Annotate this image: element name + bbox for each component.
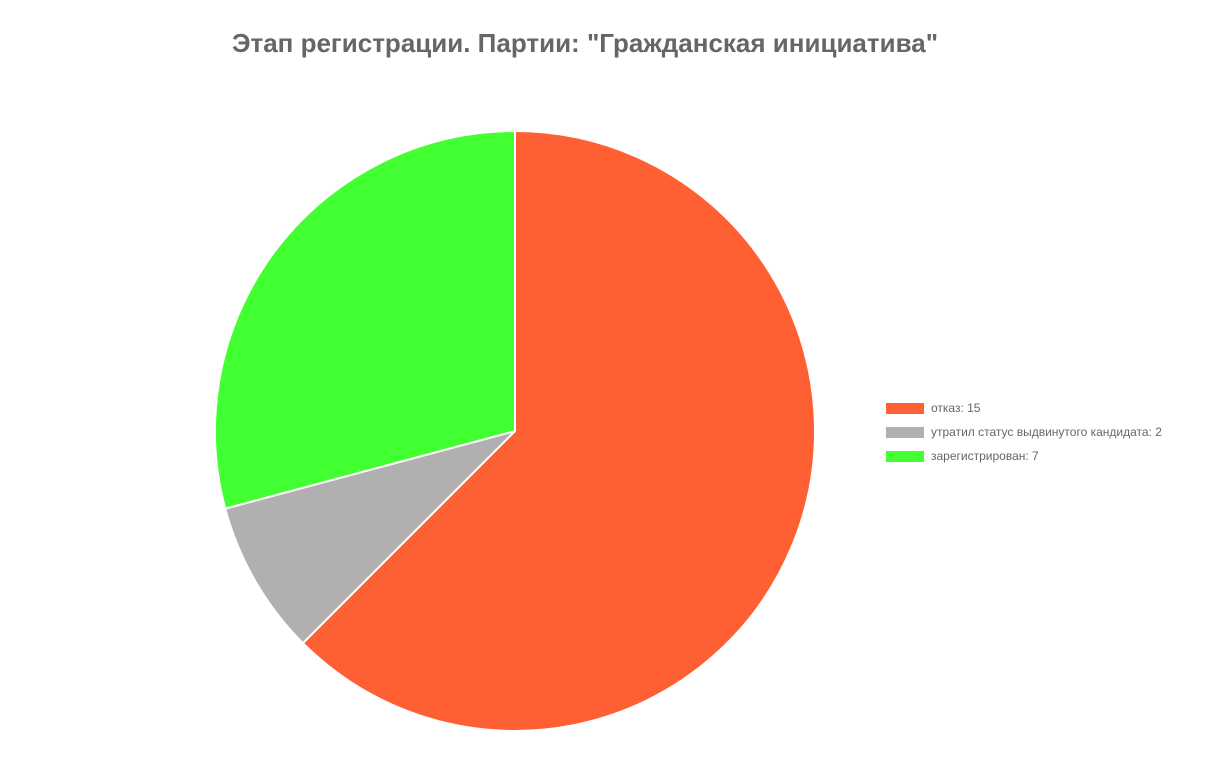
legend-label-zaregistrirovan: зарегистрирован: 7: [931, 449, 1039, 463]
legend-item-utratil-status[interactable]: утратил статус выдвинутого кандидата: 2: [886, 424, 1162, 440]
legend-swatch-otkaz: [886, 402, 924, 414]
chart-title: Этап регистрации. Партии: "Гражданская и…: [231, 28, 939, 58]
legend-swatch-utratil-status: [886, 426, 924, 438]
legend-item-otkaz[interactable]: отказ: 15: [886, 400, 1162, 416]
pie-slice-otkaz[interactable]: [301, 130, 816, 732]
legend-label-utratil-status: утратил статус выдвинутого кандидата: 2: [931, 425, 1162, 439]
pie-slice-zaregistrirovan[interactable]: [214, 130, 516, 510]
pie-slice-utratil-status[interactable]: [224, 430, 516, 645]
chart-legend: отказ: 15 утратил статус выдвинутого кан…: [886, 400, 1162, 472]
legend-item-zaregistrirovan[interactable]: зарегистрирован: 7: [886, 448, 1162, 464]
legend-label-otkaz: отказ: 15: [931, 401, 981, 415]
legend-swatch-zaregistrirovan: [886, 450, 924, 462]
